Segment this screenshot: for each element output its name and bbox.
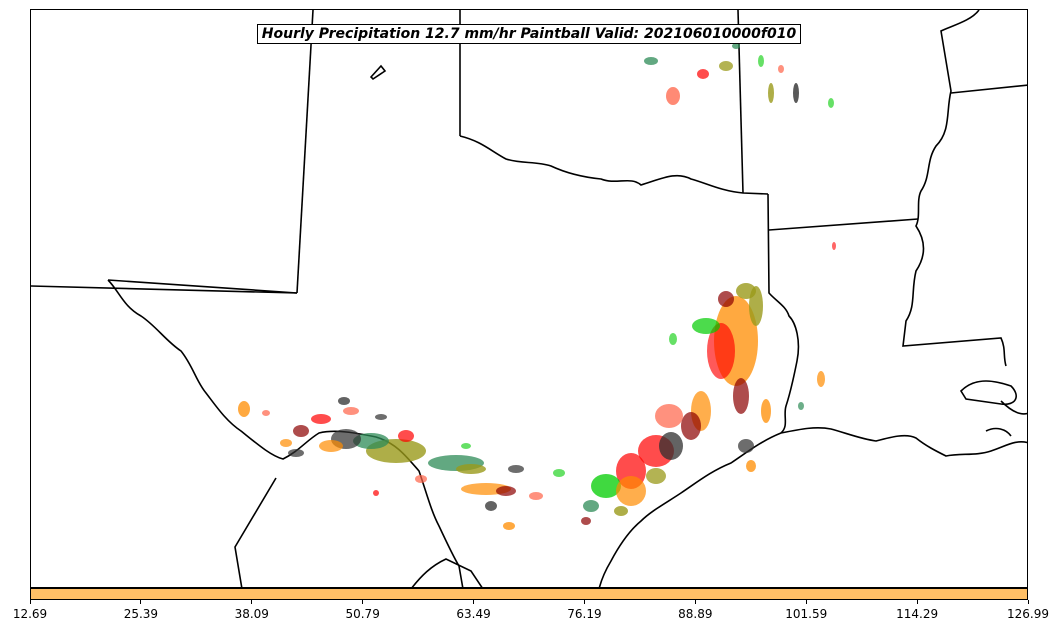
mexico-state-border-1 [234, 477, 277, 587]
precip-blob [338, 397, 350, 405]
arkansas-louisiana-border [768, 218, 919, 231]
colorbar-tick-mark [362, 600, 364, 604]
new-mexico-south-border [31, 285, 298, 294]
precip-blob [669, 333, 677, 345]
louisiana-coast [780, 426, 1027, 457]
precip-blob [697, 69, 709, 79]
state-borders [31, 10, 1027, 587]
precip-blob [343, 407, 359, 415]
precip-blob [415, 475, 427, 483]
colorbar-tick-mark [140, 600, 142, 604]
texas-coast [598, 432, 782, 587]
colorbar [30, 588, 1028, 600]
map-panel: Hourly Precipitation 12.7 mm/hr Paintbal… [30, 9, 1028, 588]
texas-east-border [767, 193, 800, 434]
precip-blob [293, 425, 309, 437]
precip-blob [373, 490, 379, 496]
colorbar-tick-mark [583, 600, 585, 604]
precip-blob [508, 465, 524, 473]
colorbar-tick-label: 101.59 [785, 607, 828, 621]
colorbar-tick-label: 88.89 [678, 607, 713, 621]
tennessee-border [950, 84, 1027, 94]
precip-blob [461, 443, 471, 449]
precip-blob [655, 404, 683, 428]
precip-blob [529, 492, 543, 500]
colorbar-tick-label: 63.49 [456, 607, 491, 621]
colorbar-tick-mark [805, 600, 807, 604]
colorbar-tick-mark [29, 600, 31, 604]
precip-blob [581, 517, 591, 525]
precip-blob [288, 449, 304, 457]
texas-oklahoma-panhandle-border [107, 279, 298, 294]
precip-blob [496, 486, 516, 496]
colorbar-tick-mark [251, 600, 253, 604]
precip-blob [793, 83, 799, 103]
precip-blob [659, 432, 683, 460]
precip-blob [817, 371, 825, 387]
precip-blob [758, 55, 764, 67]
precip-blob [736, 283, 756, 299]
precip-blob [614, 506, 628, 516]
precip-blob [646, 468, 666, 484]
new-mexico-east-border [296, 10, 314, 294]
precip-blob [761, 399, 771, 423]
precip-blob [768, 83, 774, 103]
precip-blob [456, 464, 486, 474]
precip-blob [666, 87, 680, 105]
precip-blob [238, 401, 250, 417]
precip-blob [311, 414, 331, 424]
precip-blob [503, 522, 515, 530]
louisiana-delta-1 [1000, 400, 1027, 415]
mexico-state-border-2 [411, 558, 483, 587]
precip-blob [828, 98, 834, 108]
colorbar-tick-label: 50.79 [345, 607, 380, 621]
louisiana-delta-2 [985, 427, 1012, 437]
colorbar-tick-label: 12.69 [12, 607, 48, 621]
precip-blob [692, 318, 720, 334]
map-canvas [31, 10, 1027, 587]
precip-blob [262, 410, 270, 416]
precip-blob [719, 61, 733, 71]
red-river-border [459, 135, 769, 195]
colorbar-tick-mark [916, 600, 918, 604]
precip-blob [832, 242, 836, 250]
precip-blob [319, 440, 343, 452]
colorbar-tick-label: 76.19 [567, 607, 602, 621]
precip-blob [778, 65, 784, 73]
colorbar-tick-label: 38.09 [234, 607, 269, 621]
precip-blob [280, 439, 292, 447]
precip-blob [681, 412, 701, 440]
precip-blob [583, 500, 599, 512]
arkansas-west-border [737, 10, 744, 194]
precip-blob [644, 57, 658, 65]
precipitation-paintball-layer [238, 43, 836, 530]
precip-blob [733, 378, 749, 414]
colorbar-tick-mark [694, 600, 696, 604]
mississippi-river [902, 10, 1007, 367]
precip-blob [732, 43, 740, 49]
precip-blob [738, 439, 754, 453]
precip-blob [746, 460, 756, 472]
precip-blob [353, 433, 389, 449]
precip-blob [718, 291, 734, 307]
precip-blob [398, 430, 414, 442]
rio-grande-river [107, 279, 464, 587]
colorbar-tick-mark [473, 600, 475, 604]
colorbar-tick-label: 25.39 [123, 607, 159, 621]
precip-blob [375, 414, 387, 420]
precip-blob [616, 476, 646, 506]
precip-blob [591, 474, 621, 498]
precip-blob [707, 323, 735, 379]
colorbar-tick-mark [1027, 600, 1029, 604]
oklahoma-small-island [369, 64, 387, 81]
precip-blob [798, 402, 804, 410]
precip-blob [485, 501, 497, 511]
louisiana-lakes [959, 380, 1017, 406]
precip-blob [553, 469, 565, 477]
colorbar-tick-label: 126.99 [1007, 607, 1049, 621]
colorbar-tick-label: 114.29 [896, 607, 939, 621]
